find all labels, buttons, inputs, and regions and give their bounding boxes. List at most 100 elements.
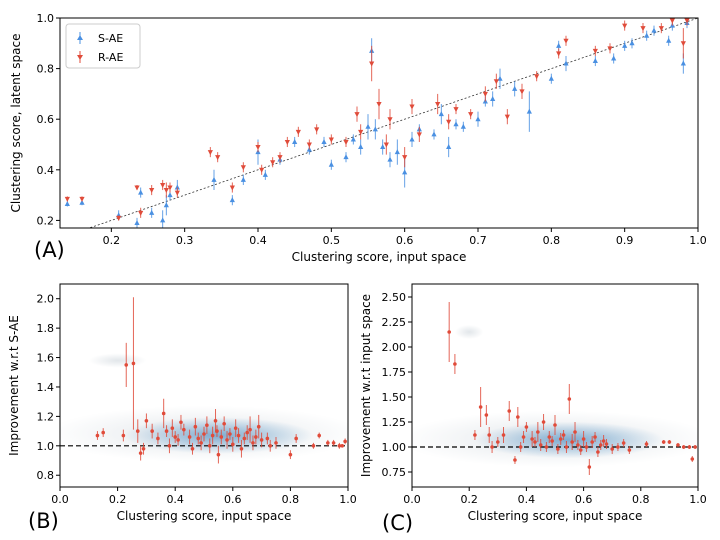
data-point (453, 121, 459, 127)
data-point (202, 432, 206, 436)
y-tick-label: 1.00 (382, 441, 407, 454)
data-point (196, 436, 201, 441)
data-point (160, 217, 166, 223)
x-axis-label: Clustering score, input space (468, 509, 643, 523)
data-point (150, 429, 154, 433)
data-point (160, 182, 166, 188)
y-tick-label: 1.0 (37, 12, 55, 25)
data-point (211, 176, 217, 182)
data-point (182, 427, 186, 432)
data-point (101, 430, 105, 435)
data-point (343, 439, 347, 444)
x-tick-label: 0.9 (616, 234, 634, 247)
data-point (215, 429, 219, 433)
data-point (207, 444, 212, 448)
data-point (526, 108, 532, 114)
data-point (254, 435, 258, 439)
data-point (369, 61, 375, 67)
x-tick-label: 0.2 (460, 493, 478, 506)
data-point (487, 433, 492, 437)
data-point (216, 452, 221, 457)
data-point (240, 165, 246, 171)
data-point (490, 445, 494, 449)
data-point (446, 144, 452, 150)
data-point (416, 132, 422, 138)
data-point (622, 42, 628, 48)
y-tick-label: 1.25 (382, 416, 407, 429)
data-point (493, 79, 499, 85)
x-tick-label: 0.6 (575, 493, 593, 506)
data-point (548, 75, 554, 81)
data-point (124, 363, 129, 367)
data-point (453, 362, 457, 366)
data-point (245, 430, 249, 435)
data-point (163, 202, 169, 208)
data-point (409, 136, 415, 142)
data-point (358, 144, 364, 150)
data-point (64, 196, 70, 202)
data-point (590, 440, 594, 444)
data-point (156, 436, 160, 441)
data-point (687, 445, 692, 449)
data-point (593, 435, 597, 439)
data-point (138, 189, 144, 195)
y-tick-label: 0.6 (37, 113, 55, 126)
legend-label: S-AE (98, 32, 123, 45)
panel-letter: (B) (28, 509, 59, 533)
x-tick-label: 0.8 (282, 493, 300, 506)
data-point (268, 444, 273, 448)
data-point (387, 156, 393, 162)
data-point (340, 444, 345, 448)
x-axis-label: Clustering score, input space (292, 250, 467, 264)
data-point (256, 424, 261, 429)
x-axis-label: Clustering score, input space (117, 509, 292, 523)
data-point (504, 114, 510, 120)
y-tick-label: 1.75 (382, 366, 407, 379)
data-point (669, 18, 675, 24)
data-point (274, 441, 278, 445)
data-point (621, 441, 626, 445)
data-point (584, 445, 589, 449)
data-point (383, 142, 389, 148)
x-tick-label: 0.2 (103, 234, 121, 247)
data-point (259, 438, 264, 442)
data-point (512, 85, 518, 91)
data-point (484, 413, 489, 417)
data-point (265, 436, 270, 441)
data-point (251, 441, 255, 445)
panel-c: 0.0 0.2 0.4 0.6 0.8 1.0 0.75 1.00 1.25 1.50 1.75 2.… (359, 283, 707, 535)
data-point (176, 438, 180, 442)
data-point (570, 440, 574, 444)
data-point (64, 200, 70, 206)
data-point (541, 420, 546, 424)
data-point (294, 436, 298, 441)
data-point (610, 447, 614, 451)
y-tick-label: 0.75 (382, 466, 407, 479)
data-point (513, 458, 517, 462)
data-point (138, 210, 144, 216)
data-point (629, 40, 635, 46)
data-point (292, 138, 298, 144)
data-point (149, 209, 155, 215)
y-axis-label: Improvement w.r.t S-AE (7, 315, 21, 456)
data-point (306, 142, 312, 148)
data-point (681, 445, 686, 449)
data-point (372, 126, 378, 132)
data-point (640, 26, 646, 32)
data-point (684, 18, 690, 24)
x-tick-label: 0.3 (176, 234, 194, 247)
data-point (79, 199, 85, 205)
data-point (644, 442, 649, 446)
data-point (644, 32, 650, 38)
data-point (331, 441, 336, 445)
x-tick-label: 0.5 (323, 234, 341, 247)
data-point (138, 451, 143, 455)
data-point (248, 427, 252, 432)
data-point (592, 58, 598, 64)
y-axis-label: Clustering score, latent space (9, 34, 23, 213)
data-point (141, 446, 146, 451)
y-axis-label: Improvement w.r.t input space (359, 294, 373, 477)
y-tick-label: 1.8 (37, 322, 55, 335)
x-tick-label: 0.4 (518, 493, 536, 506)
data-point (167, 444, 172, 448)
